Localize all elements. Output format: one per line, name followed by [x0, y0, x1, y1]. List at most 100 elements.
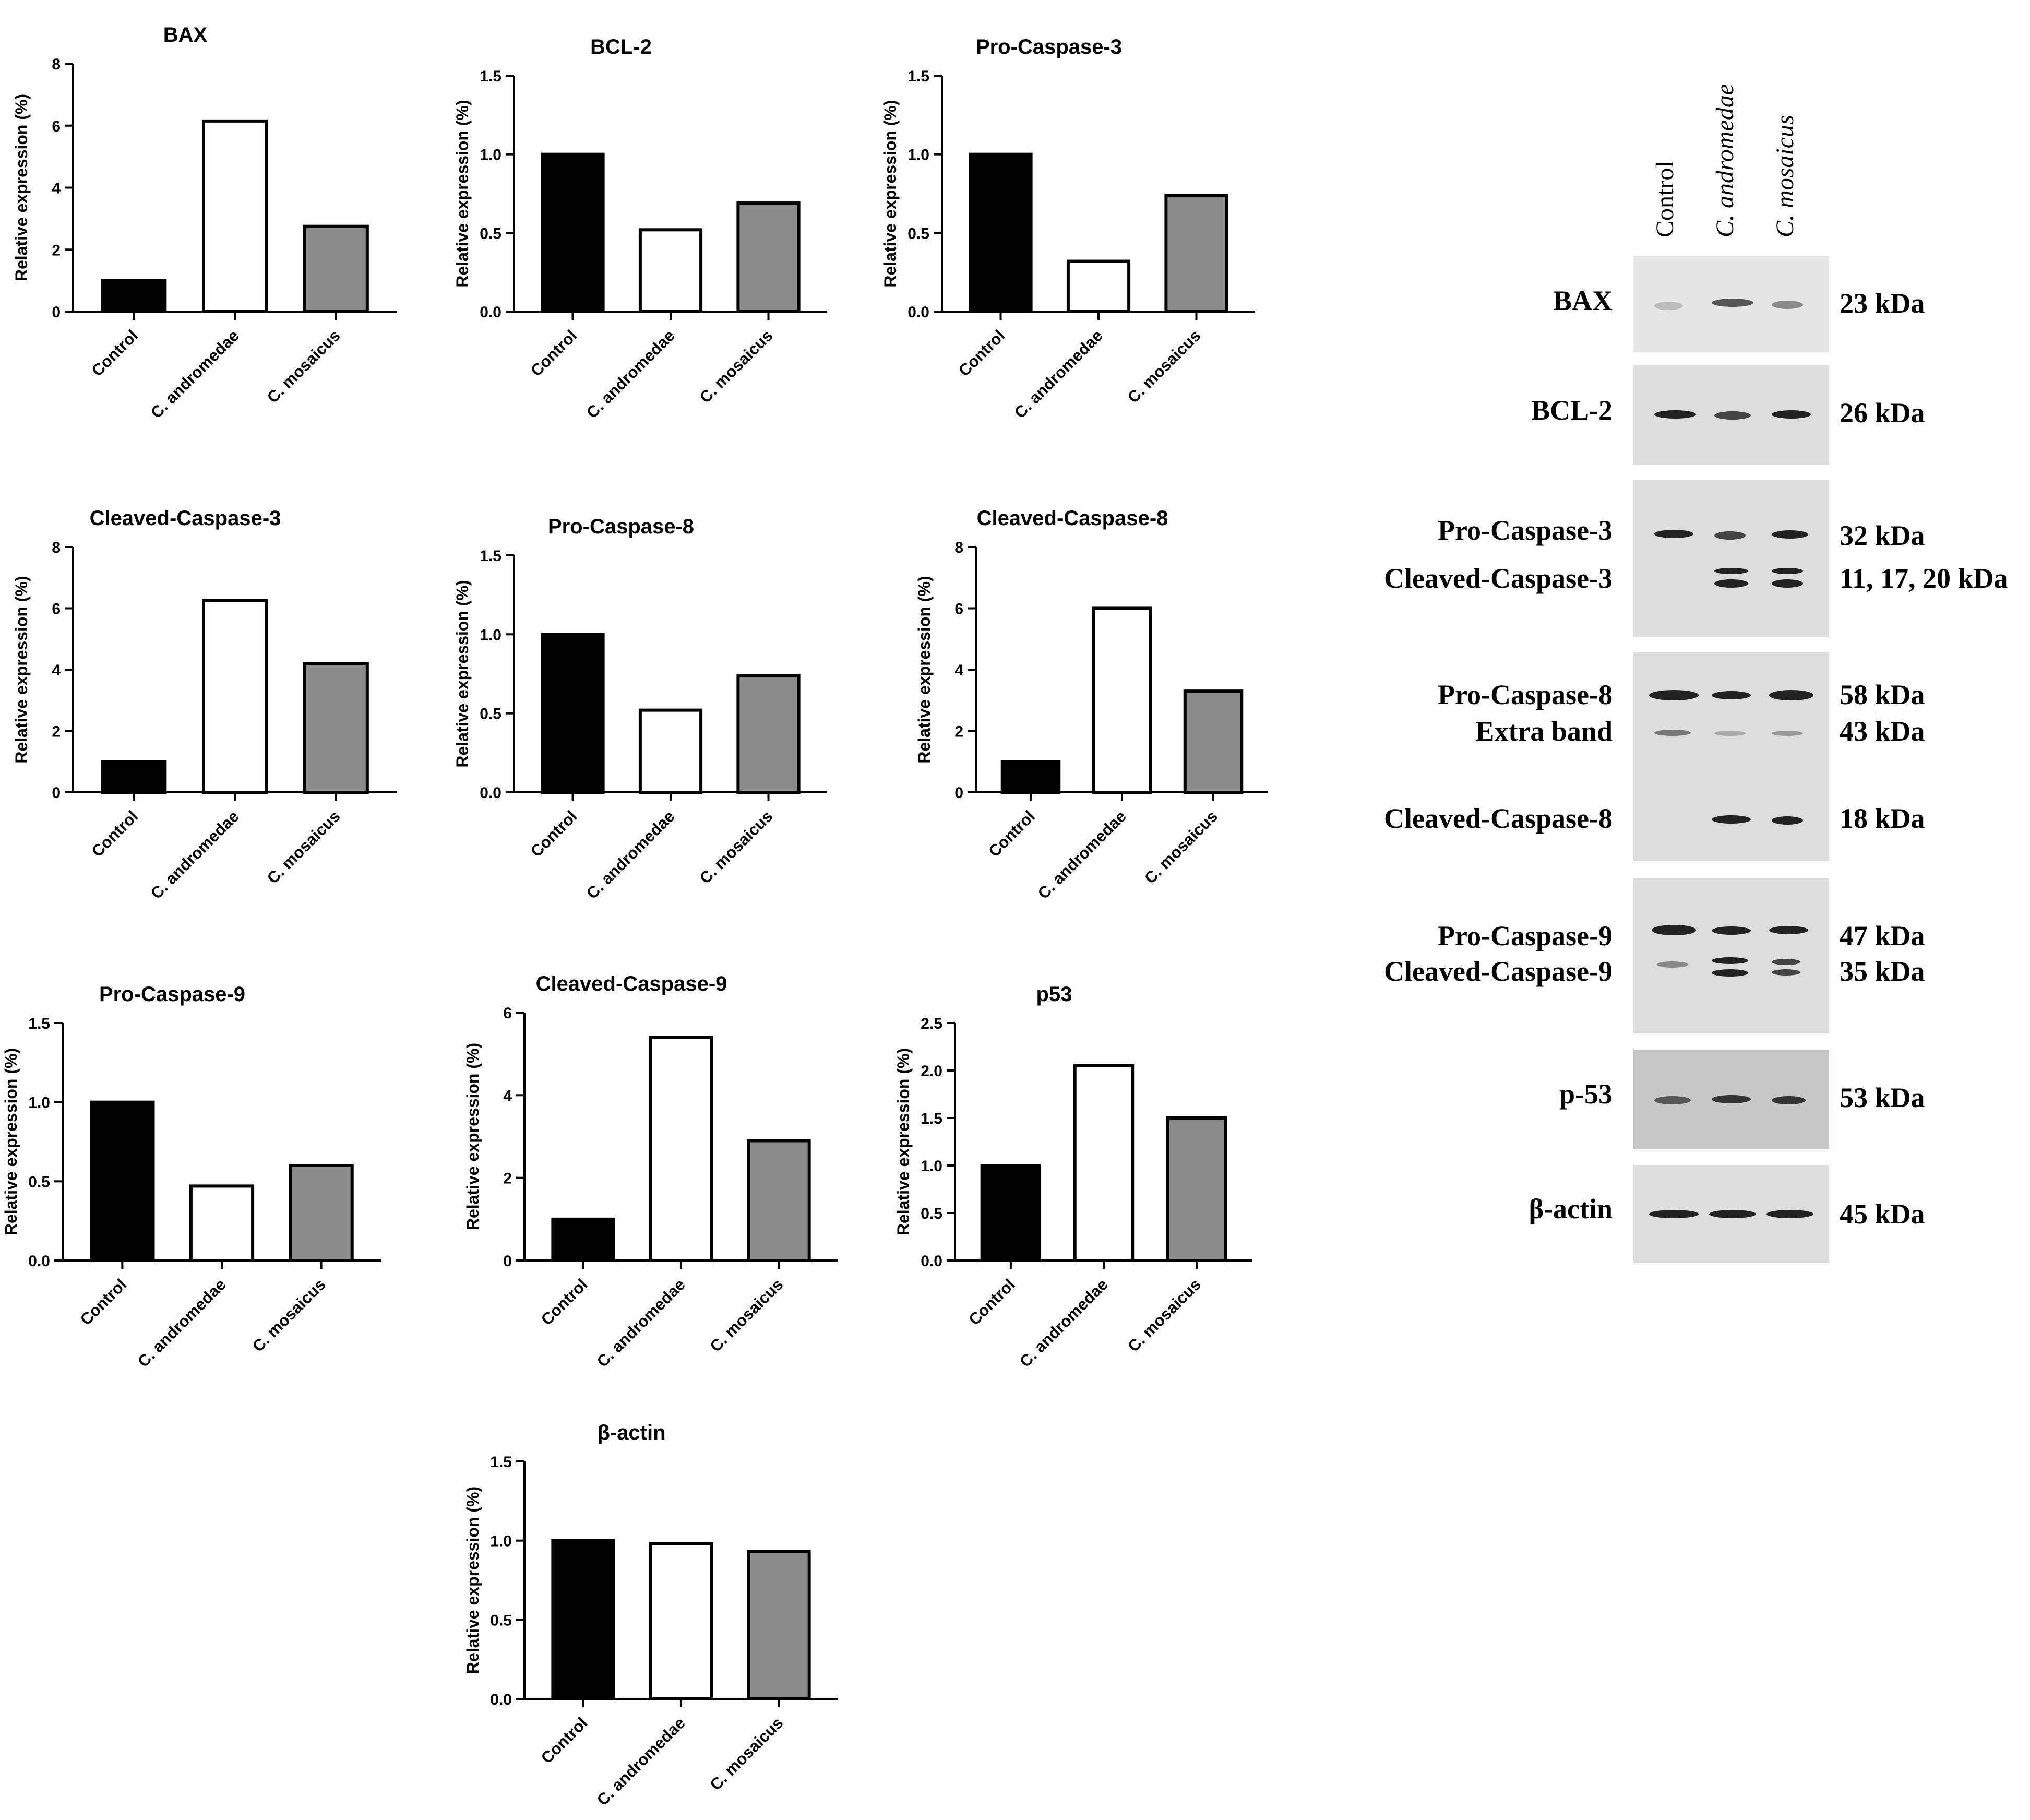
protein-label-bax: BAX: [1553, 285, 1613, 316]
x-tick-label: C. mosaicus: [696, 807, 777, 887]
band: [1712, 815, 1751, 824]
band: [1712, 926, 1751, 935]
y-axis-label: Relative expression (%): [12, 576, 31, 763]
blot-strip-bcl2: [1633, 365, 1829, 465]
y-tick-label: 6: [52, 601, 61, 618]
blot-strip-p53: [1633, 1050, 1829, 1149]
x-tick-label: C. mosaicus: [249, 1275, 329, 1355]
bar-c-mosaicus: [289, 1164, 354, 1262]
bar-c-andromedae: [638, 228, 703, 313]
kda-label-beta-actin: 45 kDa: [1840, 1198, 1925, 1230]
protein-label-extra-band: Extra band: [1475, 716, 1613, 747]
band: [1712, 957, 1748, 964]
y-tick-label: 1.5: [490, 1454, 512, 1471]
band: [1714, 579, 1748, 588]
y-tick-label: 8: [954, 539, 963, 556]
kda-label-cleaved-caspase-3: 11, 17, 20 kDa: [1840, 563, 2008, 594]
chart-title: Pro-Caspase-8: [548, 515, 694, 538]
x-tick-label: Control: [527, 807, 581, 861]
bar-control: [980, 1164, 1042, 1262]
bar-c-andromedae: [189, 1184, 255, 1263]
band: [1712, 1095, 1751, 1103]
bar-control: [551, 1217, 615, 1262]
protein-label-cleaved-caspase-3: Cleaved-Caspase-3: [1384, 563, 1613, 594]
band: [1772, 410, 1811, 419]
kda-label-p53: 53 kDa: [1840, 1082, 1925, 1113]
x-tick-label: Control: [77, 1275, 130, 1329]
y-tick-label: 4: [52, 662, 61, 679]
x-tick-label: C. mosaicus: [707, 1714, 787, 1794]
band: [1714, 531, 1746, 540]
bar-c-mosaicus: [747, 1550, 811, 1700]
y-tick-label: 0.0: [28, 1253, 50, 1270]
y-tick-label: 1.0: [921, 1158, 942, 1175]
y-tick-label: 4: [503, 1087, 512, 1104]
y-tick-label: 0.0: [907, 304, 929, 321]
kda-label-pro-caspase-3: 32 kDa: [1840, 520, 1925, 551]
band: [1772, 1096, 1806, 1104]
y-tick-label: 0.5: [907, 225, 929, 242]
x-tick-label: C. mosaicus: [707, 1275, 787, 1355]
protein-label-pro-caspase-8: Pro-Caspase-8: [1438, 679, 1613, 710]
y-tick-label: 1.0: [907, 147, 929, 164]
band: [1712, 969, 1748, 977]
y-tick-label: 1.5: [28, 1015, 50, 1032]
chart-title: Pro-Caspase-9: [99, 983, 245, 1006]
y-tick-label: 1.5: [480, 548, 501, 565]
bar-c-mosaicus: [747, 1139, 811, 1263]
y-tick-label: 0: [52, 784, 61, 802]
y-tick-label: 6: [52, 118, 61, 135]
x-tick-label: Control: [527, 326, 581, 380]
chart-title: Cleaved-Caspase-8: [977, 507, 1168, 530]
y-tick-label: 1.5: [921, 1110, 942, 1127]
protein-label-pro-caspase-3: Pro-Caspase-3: [1438, 515, 1613, 546]
y-tick-label: 0.0: [480, 784, 501, 802]
y-tick-label: 6: [954, 601, 963, 618]
chart-title: Cleaved-Caspase-9: [536, 972, 727, 995]
band: [1654, 302, 1683, 310]
x-tick-label: C. andromedae: [593, 1275, 689, 1371]
y-tick-label: 0.0: [490, 1691, 512, 1708]
x-tick-label: C. andromedae: [1034, 807, 1130, 902]
band: [1714, 568, 1748, 574]
y-tick-label: 1.5: [480, 68, 501, 85]
lane-label-control: Control: [1651, 161, 1679, 237]
y-axis-label: Relative expression (%): [881, 100, 900, 287]
lane-label-c-andromedae: C. andromedae: [1711, 84, 1739, 237]
chart-title: Cleaved-Caspase-3: [90, 507, 281, 530]
protein-label-cleaved-caspase-9: Cleaved-Caspase-9: [1384, 956, 1613, 987]
y-tick-label: 1.0: [28, 1095, 50, 1112]
y-tick-label: 0.5: [480, 706, 501, 723]
blot-strip-beta-actin: [1633, 1165, 1829, 1263]
bar-control: [541, 152, 605, 313]
band: [1654, 730, 1691, 736]
band: [1766, 1210, 1813, 1218]
chart-title: p53: [1036, 983, 1072, 1006]
bar-control: [90, 1100, 155, 1263]
kda-label-bcl2: 26 kDa: [1840, 397, 1925, 429]
x-tick-label: C. andromedae: [583, 326, 678, 422]
x-tick-label: C. andromedae: [134, 1275, 230, 1371]
protein-label-bcl2: BCL-2: [1531, 395, 1613, 426]
x-tick-label: Control: [88, 807, 142, 861]
blot-strip-bax: [1633, 256, 1829, 352]
y-tick-label: 2: [954, 723, 963, 741]
y-tick-label: 0: [503, 1253, 512, 1270]
blot-strip-caspase-9: [1633, 878, 1829, 1033]
bar-c-andromedae: [1073, 1064, 1135, 1263]
y-tick-label: 0.5: [921, 1205, 942, 1222]
bar-control: [101, 279, 167, 313]
bar-control: [101, 760, 167, 794]
kda-label-bax: 23 kDa: [1840, 288, 1925, 319]
y-tick-label: 8: [52, 56, 61, 73]
chart-title: β-actin: [597, 1421, 665, 1444]
x-tick-label: Control: [965, 1275, 1019, 1329]
band: [1769, 926, 1808, 934]
x-tick-label: C. mosaicus: [264, 807, 344, 887]
y-axis-label: Relative expression (%): [453, 100, 472, 287]
bar-c-andromedae: [638, 708, 703, 794]
western-blot-panel: Control C. andromedae C. mosaicus BAX 23…: [1305, 0, 2030, 1357]
bar-c-mosaicus: [736, 201, 801, 313]
bar-c-mosaicus: [736, 674, 801, 794]
